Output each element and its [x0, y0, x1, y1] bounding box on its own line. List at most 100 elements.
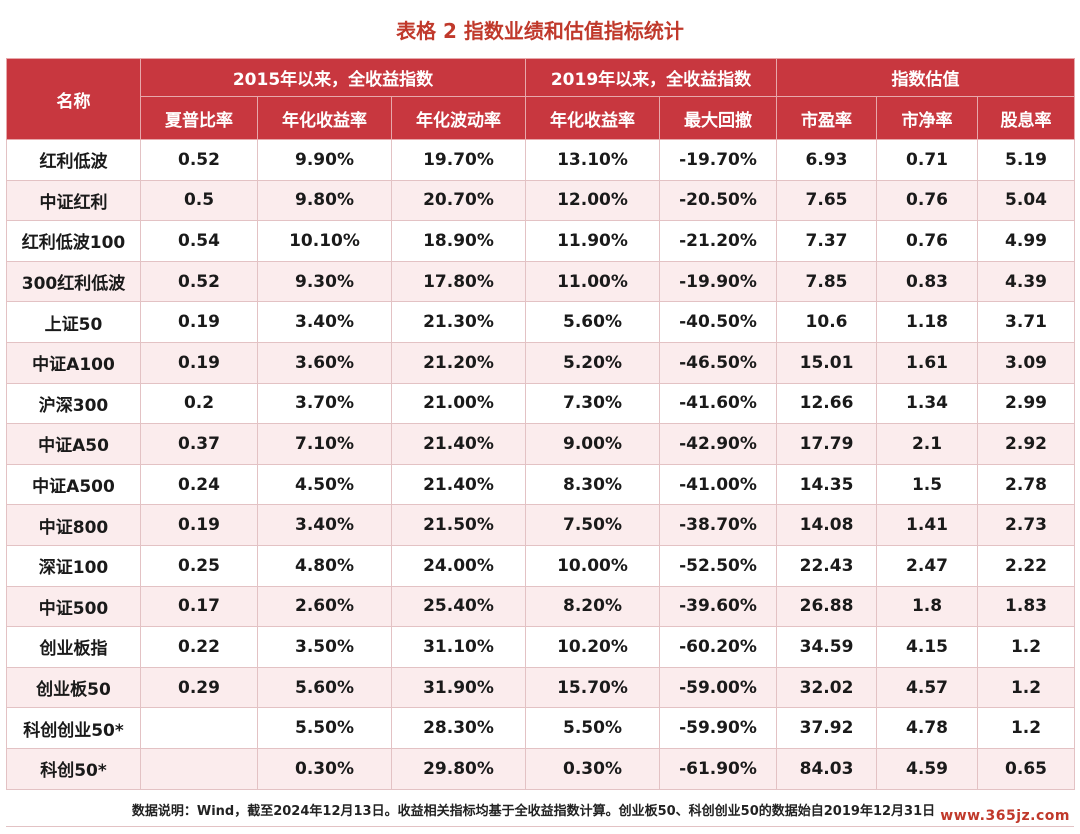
value-cell: 0.24 [140, 463, 258, 506]
value-cell: 8.30% [525, 463, 660, 506]
value-cell: 3.71 [977, 301, 1076, 343]
value-cell: 0.52 [140, 139, 258, 181]
value-cell: 0.30% [525, 747, 660, 790]
value-cell: 1.2 [977, 666, 1076, 709]
value-cell: 21.00% [391, 382, 526, 425]
value-cell: 15.01 [776, 341, 878, 384]
index-name-cell: 中证A100 [6, 341, 141, 384]
table-row: 中证红利 0.5 9.80% 20.70% 12.00% -20.50% 7.65 0.76 5… [6, 179, 1076, 222]
value-cell: 1.18 [876, 301, 979, 343]
value-cell: 21.40% [391, 423, 526, 465]
value-cell: 3.40% [257, 504, 392, 546]
value-cell: 2.60% [257, 585, 392, 628]
index-name-cell: 科创创业50* [6, 707, 141, 749]
header-sharpe: 夏普比率 [140, 96, 258, 140]
value-cell: 26.88 [776, 585, 878, 628]
value-cell: 2.47 [876, 544, 979, 587]
value-cell: 9.30% [257, 260, 392, 303]
value-cell: 32.02 [776, 666, 878, 709]
index-name-cell: 创业板50 [6, 666, 141, 709]
value-cell: -42.90% [658, 423, 778, 465]
value-cell: 1.61 [876, 341, 979, 384]
index-name-cell: 中证A50 [6, 423, 141, 465]
index-name-cell: 科创50* [6, 747, 141, 790]
value-cell: -41.00% [658, 463, 778, 506]
value-cell: 13.10% [525, 139, 660, 181]
value-cell: 9.80% [257, 179, 392, 222]
value-cell: -59.90% [658, 707, 778, 749]
header-dividend-yield: 股息率 [977, 96, 1076, 140]
value-cell: 0.30% [257, 747, 392, 790]
value-cell: 0.17 [140, 585, 258, 628]
value-cell: -19.90% [658, 260, 778, 303]
index-name-cell: 创业板指 [6, 626, 141, 668]
value-cell: 11.00% [525, 260, 660, 303]
value-cell: 17.80% [391, 260, 526, 303]
value-cell: 0.25 [140, 544, 258, 587]
value-cell: 5.50% [525, 707, 660, 749]
value-cell: 5.19 [977, 139, 1076, 181]
value-cell: 1.41 [876, 504, 979, 546]
value-cell: 7.65 [776, 179, 878, 222]
value-cell: -41.60% [658, 382, 778, 425]
value-cell: 2.22 [977, 544, 1076, 587]
value-cell: 0.2 [140, 382, 258, 425]
value-cell: 4.15 [876, 626, 979, 668]
header-annual-volatility: 年化波动率 [391, 96, 526, 140]
value-cell: 31.90% [391, 666, 526, 709]
value-cell: 5.60% [257, 666, 392, 709]
header-max-drawdown: 最大回撤 [658, 96, 778, 140]
value-cell: 1.34 [876, 382, 979, 425]
value-cell: 21.40% [391, 463, 526, 506]
index-name-cell: 红利低波 [6, 139, 141, 181]
value-cell [140, 707, 258, 749]
value-cell: 4.57 [876, 666, 979, 709]
table-row: 中证500 0.17 2.60% 25.40% 8.20% -39.60% 26.88 1.8… [6, 585, 1076, 628]
value-cell: 18.90% [391, 220, 526, 262]
table-row: 深证100 0.25 4.80% 24.00% 10.00% -52.50% 22.43 2.… [6, 544, 1076, 587]
value-cell [140, 747, 258, 790]
value-cell: 2.78 [977, 463, 1076, 506]
value-cell: 4.39 [977, 260, 1076, 303]
value-cell: 9.00% [525, 423, 660, 465]
value-cell: 34.59 [776, 626, 878, 668]
value-cell: 3.50% [257, 626, 392, 668]
value-cell: -20.50% [658, 179, 778, 222]
value-cell: 12.66 [776, 382, 878, 425]
value-cell: -21.20% [658, 220, 778, 262]
value-cell: 37.92 [776, 707, 878, 749]
value-cell: 0.19 [140, 301, 258, 343]
value-cell: 9.90% [257, 139, 392, 181]
value-cell: 24.00% [391, 544, 526, 587]
value-cell: 4.78 [876, 707, 979, 749]
value-cell: 22.43 [776, 544, 878, 587]
value-cell: 21.50% [391, 504, 526, 546]
value-cell: 0.19 [140, 341, 258, 384]
header-annual-return-2019: 年化收益率 [525, 96, 660, 140]
value-cell: 5.60% [525, 301, 660, 343]
value-cell: 0.76 [876, 179, 979, 222]
table-row: 中证A50 0.37 7.10% 21.40% 9.00% -42.90% 17.79 2.1… [6, 423, 1076, 465]
value-cell: -40.50% [658, 301, 778, 343]
value-cell: 17.79 [776, 423, 878, 465]
value-cell: 5.04 [977, 179, 1076, 222]
value-cell: 0.37 [140, 423, 258, 465]
value-cell: 1.8 [876, 585, 979, 628]
value-cell: 21.20% [391, 341, 526, 384]
table-row: 中证A100 0.19 3.60% 21.20% 5.20% -46.50% 15.01 1.… [6, 341, 1076, 384]
value-cell: -19.70% [658, 139, 778, 181]
value-cell: 4.80% [257, 544, 392, 587]
value-cell: 0.76 [876, 220, 979, 262]
value-cell: -52.50% [658, 544, 778, 587]
value-cell: 4.50% [257, 463, 392, 506]
value-cell: 28.30% [391, 707, 526, 749]
table-row: 上证50 0.19 3.40% 21.30% 5.60% -40.50% 10.6 1.18 3… [6, 301, 1076, 343]
value-cell: 2.99 [977, 382, 1076, 425]
value-cell: 0.83 [876, 260, 979, 303]
value-cell: 14.35 [776, 463, 878, 506]
table-row: 沪深300 0.2 3.70% 21.00% 7.30% -41.60% 12.66 1.34… [6, 382, 1076, 425]
table-row: 红利低波 0.52 9.90% 19.70% 13.10% -19.70% 6.93 0.71… [6, 139, 1076, 181]
header-group-valuation: 指数估值 [776, 58, 1076, 97]
value-cell: 1.2 [977, 626, 1076, 668]
value-cell: 15.70% [525, 666, 660, 709]
